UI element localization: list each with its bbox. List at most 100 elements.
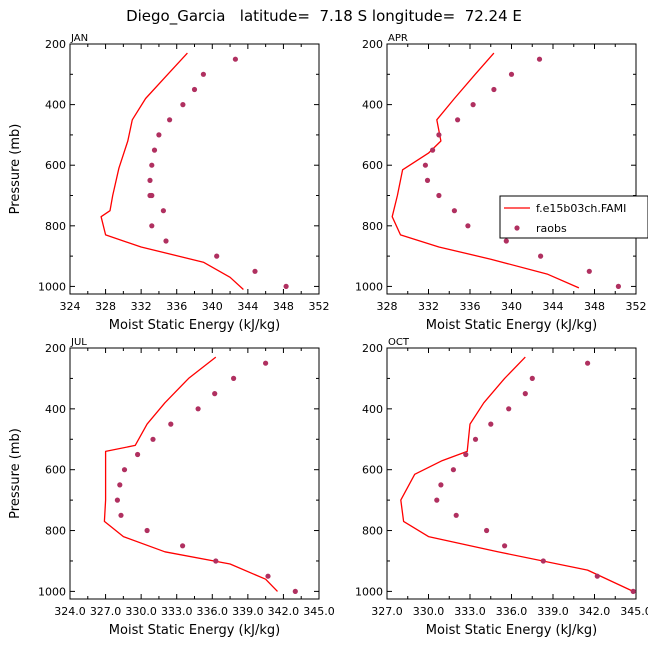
panel-jul-ylabel: Pressure (mb) bbox=[8, 428, 23, 519]
panel-jan-raobs-point bbox=[147, 177, 153, 183]
panel-apr-raobs-point bbox=[422, 162, 428, 168]
panel-jul-ytick-label: 600 bbox=[45, 464, 66, 477]
panel-jan-frame bbox=[69, 43, 320, 295]
panel-jan-xtick-label: 348 bbox=[273, 300, 294, 313]
panel-jan-raobs-point bbox=[200, 71, 206, 77]
panel-jul-xtick-label: 333.0 bbox=[161, 605, 193, 618]
panel-apr-raobs-point bbox=[491, 86, 497, 93]
panel-apr-raobs-point bbox=[424, 177, 431, 183]
panel-oct-raobs-point bbox=[529, 375, 535, 381]
panel-apr-raobs-point bbox=[436, 132, 442, 138]
panel-apr-ytick-label: 200 bbox=[362, 38, 383, 51]
panel-jul-raobs-point bbox=[150, 436, 156, 442]
panel-jan-raobs-point bbox=[149, 162, 155, 168]
panel-jan-model-line bbox=[100, 52, 244, 290]
panel-apr-raobs-point bbox=[455, 117, 461, 123]
panel-jan-raobs-point bbox=[252, 268, 258, 274]
panel-jan-raobs-point bbox=[214, 253, 220, 259]
panel-jul-raobs-point bbox=[144, 527, 150, 534]
panel-oct-raobs-point bbox=[434, 497, 440, 503]
panel-jul-raobs-point bbox=[265, 573, 271, 579]
panel-jan-xtick-label: 336 bbox=[166, 300, 187, 313]
panel-jul-raobs-point bbox=[121, 467, 128, 473]
panel-oct-raobs-point bbox=[438, 482, 444, 488]
panel-apr-label: APR bbox=[388, 33, 408, 44]
panel-jan-raobs-point bbox=[163, 238, 169, 244]
panel-apr-ytick-label: 1000 bbox=[355, 280, 383, 293]
panel-apr-raobs-point bbox=[536, 56, 543, 62]
panel-jul-raobs-point bbox=[231, 375, 237, 381]
panel-jan: JAN 324 328 332 336 340 344 348 352 200 400 600 800 1… bbox=[8, 33, 330, 333]
panel-oct-raobs-point bbox=[630, 588, 636, 595]
panel-jan-ytick-label: 1000 bbox=[38, 280, 66, 293]
panel-apr-raobs-point bbox=[436, 192, 442, 199]
panel-apr-raobs-point bbox=[451, 208, 457, 214]
panel-jan-label: JAN bbox=[70, 33, 88, 44]
panel-apr-raobs-point bbox=[508, 71, 515, 77]
panel-oct-raobs-point bbox=[585, 360, 591, 366]
panel-jan-raobs-point bbox=[232, 56, 238, 62]
legend-box bbox=[499, 195, 648, 239]
panel-jul-xtick-label: 327.0 bbox=[90, 605, 122, 618]
panel-jul-ytick-label: 200 bbox=[45, 342, 66, 355]
panel-apr-raobs-point bbox=[470, 102, 476, 108]
panel-jan-xtick-label: 332 bbox=[131, 300, 152, 313]
panel-jan-raobs-point bbox=[180, 102, 186, 108]
panel-apr-raobs-point bbox=[586, 268, 592, 274]
panel-jan-ytick-label: 200 bbox=[45, 38, 66, 51]
panel-oct-ytick-label: 800 bbox=[362, 525, 383, 538]
panel-apr-raobs-point bbox=[465, 223, 471, 229]
panel-apr-ytick-label: 600 bbox=[362, 159, 383, 172]
panel-oct-model-line bbox=[400, 356, 634, 592]
panel-jan-xtick-label: 328 bbox=[95, 300, 116, 313]
panel-jul-ytick-label: 1000 bbox=[38, 585, 66, 598]
panel-oct-xtick-label: 345.0 bbox=[620, 605, 648, 618]
panel-jan-xtick-label: 340 bbox=[202, 300, 223, 313]
panel-apr-model-line bbox=[391, 52, 580, 289]
panel-jul: JUL 324.0 327.0 330.0 333.0 336.0 339.0 342.0 34… bbox=[8, 337, 335, 638]
panel-oct-label: OCT bbox=[388, 337, 410, 348]
panel-apr-xtick-label: 348 bbox=[584, 300, 605, 313]
panel-jan-raobs-point bbox=[167, 117, 173, 123]
panel-oct-raobs-point bbox=[450, 467, 456, 473]
panel-jan-raobs-point bbox=[151, 147, 158, 153]
panel-jul-raobs-point bbox=[292, 588, 298, 595]
panel-jan-raobs-point bbox=[156, 132, 162, 138]
panel-jul-xtick-label: 336.0 bbox=[197, 605, 229, 618]
panel-oct-raobs-point bbox=[522, 391, 528, 397]
panel-apr-frame bbox=[386, 43, 637, 295]
panel-apr: APR 328 332 336 340 344 348 352 200 400 600 800 1000… bbox=[355, 33, 647, 333]
panel-oct-raobs-point bbox=[488, 421, 494, 427]
panel-oct-xtick-label: 342.0 bbox=[579, 605, 611, 618]
panel-oct: OCT 327.0 330.0 333.0 336.0 339.0 342.0 345.0 20… bbox=[355, 337, 648, 638]
panel-jan-raobs-point bbox=[191, 86, 198, 93]
panel-oct-raobs-point bbox=[540, 558, 546, 564]
panel-jul-xtick-label: 330.0 bbox=[125, 605, 157, 618]
panel-apr-raobs-point bbox=[430, 147, 436, 153]
panel-jul-data bbox=[103, 356, 298, 595]
panel-oct-ytick-label: 200 bbox=[362, 342, 383, 355]
panel-oct-xtick-label: 336.0 bbox=[496, 605, 528, 618]
panel-oct-frame bbox=[386, 347, 637, 600]
panel-oct-ytick-label: 600 bbox=[362, 464, 383, 477]
panel-jan-raobs-point bbox=[149, 223, 155, 229]
legend: f.e15b03ch.FAMI raobs bbox=[499, 195, 648, 239]
panel-jul-raobs-point bbox=[114, 497, 120, 503]
panel-apr-ytick-label: 800 bbox=[362, 220, 383, 233]
panel-oct-data bbox=[400, 356, 636, 595]
panel-jan-ylabel: Pressure (mb) bbox=[8, 124, 23, 215]
panel-jul-raobs-point bbox=[263, 360, 269, 366]
panel-jul-raobs-point bbox=[118, 512, 124, 518]
panel-jul-raobs-point bbox=[168, 421, 174, 427]
panel-apr-raobs-point bbox=[503, 238, 509, 244]
panel-oct-raobs-point bbox=[502, 543, 508, 549]
panel-jul-model-line bbox=[103, 356, 278, 592]
panel-oct-xtick-label: 327.0 bbox=[371, 605, 403, 618]
panel-jul-xtick-label: 324.0 bbox=[54, 605, 86, 618]
panel-oct-xlabel: Moist Static Energy (kJ/kg) bbox=[426, 623, 597, 638]
panel-jan-ytick-label: 400 bbox=[45, 99, 66, 112]
panel-jan-raobs-point bbox=[160, 208, 166, 214]
panel-apr-xtick-label: 332 bbox=[418, 300, 439, 313]
